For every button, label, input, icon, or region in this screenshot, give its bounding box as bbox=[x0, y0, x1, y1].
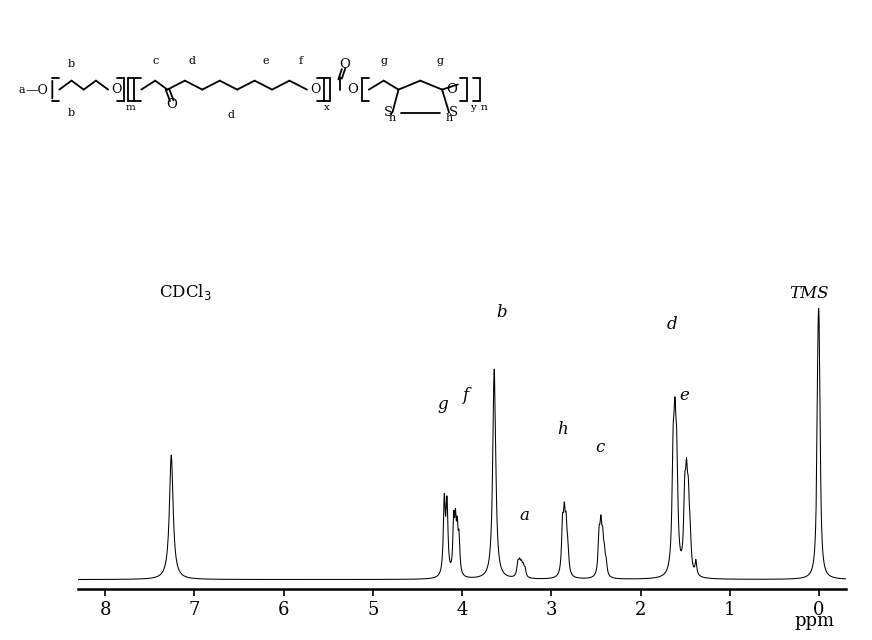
Text: O: O bbox=[446, 83, 457, 96]
Text: ppm: ppm bbox=[794, 612, 835, 630]
Text: b: b bbox=[496, 304, 507, 321]
Text: f: f bbox=[299, 56, 303, 67]
Text: b: b bbox=[68, 59, 75, 69]
Text: m: m bbox=[126, 103, 136, 112]
Text: S: S bbox=[384, 106, 392, 119]
Text: O: O bbox=[339, 58, 350, 70]
Text: S: S bbox=[449, 106, 458, 119]
Text: O: O bbox=[167, 99, 177, 111]
Text: n: n bbox=[480, 103, 487, 112]
Text: g: g bbox=[380, 56, 387, 67]
Text: O: O bbox=[310, 83, 321, 96]
Text: a: a bbox=[520, 507, 529, 524]
Text: x: x bbox=[324, 103, 330, 112]
Text: d: d bbox=[188, 56, 195, 67]
Text: CDCl$_3$: CDCl$_3$ bbox=[160, 282, 212, 302]
Text: e: e bbox=[262, 56, 269, 67]
Text: —O: —O bbox=[25, 84, 48, 97]
Text: d: d bbox=[666, 316, 678, 333]
Text: h: h bbox=[446, 113, 453, 123]
Text: O: O bbox=[348, 83, 358, 96]
Text: f: f bbox=[462, 387, 468, 404]
Text: TMS: TMS bbox=[789, 285, 829, 302]
Text: b: b bbox=[68, 108, 75, 118]
Text: a: a bbox=[18, 84, 25, 95]
Text: g: g bbox=[437, 56, 444, 67]
Text: c: c bbox=[152, 56, 159, 67]
Text: y: y bbox=[470, 103, 475, 112]
Text: O: O bbox=[111, 83, 121, 96]
Text: c: c bbox=[595, 439, 604, 456]
Text: d: d bbox=[228, 110, 235, 120]
Text: h: h bbox=[389, 113, 396, 123]
Text: h: h bbox=[556, 421, 568, 438]
Text: e: e bbox=[679, 387, 689, 404]
Text: g: g bbox=[437, 396, 448, 413]
